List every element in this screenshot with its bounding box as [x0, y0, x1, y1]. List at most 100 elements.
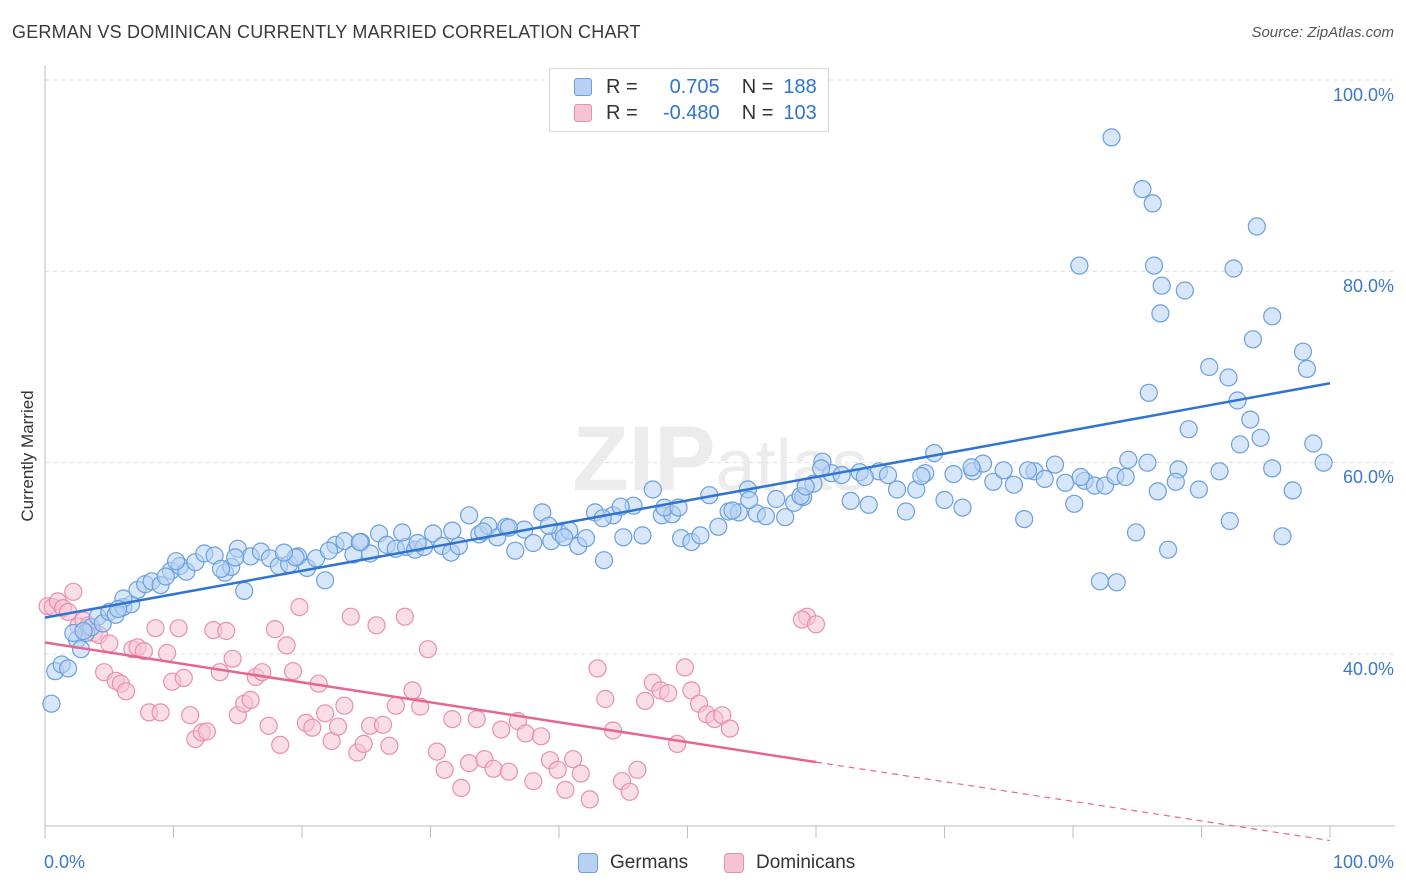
dominican-point [563, 750, 583, 769]
german-point [1297, 359, 1317, 378]
dominican-point [316, 704, 335, 723]
dominican-point [265, 619, 285, 639]
dominican-trend-line [44, 641, 817, 764]
dominican-point [367, 616, 386, 635]
german-point [350, 532, 369, 552]
trend-lines [44, 382, 1331, 842]
german-point [319, 541, 339, 560]
dominican-point [283, 662, 303, 681]
dominican-point [467, 709, 486, 729]
german-point [709, 517, 728, 536]
dominican-point [328, 717, 348, 736]
german-point [226, 548, 245, 567]
legend-row-germans: R = 0.705 N = 188 [574, 75, 817, 99]
series-legend-dominicans[interactable]: Dominicans [724, 852, 855, 874]
legend-r-label: R = [606, 75, 638, 98]
german-point [614, 528, 633, 547]
legend-r-value: 0.705 [669, 75, 720, 98]
dominican-point [271, 735, 290, 755]
dominican-point [259, 716, 278, 735]
german-point [776, 508, 795, 527]
series-legend-label: Germans [610, 852, 689, 873]
german-point [935, 490, 954, 510]
dominican-point [341, 607, 360, 626]
chart-title: GERMAN VS DOMINICAN CURRENTLY MARRIED CO… [12, 22, 641, 42]
german-point [460, 506, 479, 525]
dominican-point [373, 715, 393, 734]
german-point [1230, 435, 1250, 454]
legend-r-label: R = [606, 101, 638, 124]
german-point [1158, 540, 1178, 559]
legend-n-value: 188 [783, 75, 817, 98]
dominican-point [146, 619, 165, 638]
dominican-point [100, 634, 119, 653]
dominican-trend-extension [815, 761, 1331, 842]
dominican-point [580, 790, 599, 809]
german-point [953, 498, 972, 517]
german-point [1119, 450, 1138, 469]
gridlines [45, 79, 1395, 655]
y-tick-label: 60.0% [1342, 467, 1394, 487]
dominican-point [418, 640, 437, 659]
dominican-point [158, 643, 177, 663]
german-point [316, 571, 335, 590]
german-point [1179, 420, 1198, 439]
dominican-point [241, 690, 260, 710]
german-point [859, 495, 878, 514]
german-point [524, 533, 543, 553]
dominican-point [290, 597, 309, 617]
dominican-point [492, 720, 511, 739]
german-point [1293, 342, 1313, 361]
german-point [756, 507, 776, 526]
dominican-point [181, 706, 200, 725]
legend-row-dominicans: R = -0.480 N = 103 [574, 101, 817, 125]
dominican-point [588, 659, 607, 678]
dominican-point [531, 727, 551, 746]
dominican-point [210, 663, 229, 682]
legend-swatch-dominicans [574, 104, 592, 122]
dominican-point [556, 780, 575, 799]
dominican-point [668, 734, 687, 754]
dominican-point [395, 607, 414, 626]
dominican-point [659, 684, 678, 703]
german-point [1241, 410, 1260, 429]
german-point [994, 461, 1013, 480]
dominican-point [806, 615, 826, 634]
series-legend: Germans Dominicans [0, 852, 1406, 878]
german-point [1035, 469, 1054, 488]
dominican-point [713, 706, 732, 725]
dominican-point [524, 772, 543, 791]
dominican-point [354, 734, 373, 754]
german-point [896, 502, 916, 521]
dominican-point [499, 762, 518, 781]
german-point [1247, 217, 1266, 236]
dominican-point [596, 689, 615, 709]
german-point [1151, 304, 1170, 323]
german-point [1304, 434, 1323, 453]
german-point [1210, 462, 1229, 481]
legend-n-label: N = [741, 101, 774, 124]
legend-r-value: -0.480 [662, 101, 720, 124]
dominican-point [620, 782, 639, 801]
german-point [1126, 523, 1146, 542]
series-legend-germans[interactable]: Germans [578, 852, 688, 874]
german-point [1224, 259, 1243, 278]
dominican-point [403, 681, 422, 700]
stats-legend: R = 0.705 N = 188 R = -0.480 N = 103 [549, 68, 829, 132]
dominican-point [217, 621, 236, 641]
dominican-point [460, 753, 479, 773]
german-point [1175, 281, 1194, 300]
german-point [1018, 461, 1038, 480]
legend-swatch-germans [578, 853, 598, 873]
german-point [576, 529, 596, 548]
y-tick-label: 40.0% [1342, 659, 1394, 679]
dominican-point [134, 641, 153, 661]
legend-swatch-germans [574, 78, 592, 96]
german-point [1283, 481, 1302, 500]
german-point [235, 581, 254, 601]
dominican-point [223, 649, 242, 668]
german-point [912, 467, 931, 486]
german-point [1139, 383, 1158, 402]
german-point [1015, 509, 1034, 529]
